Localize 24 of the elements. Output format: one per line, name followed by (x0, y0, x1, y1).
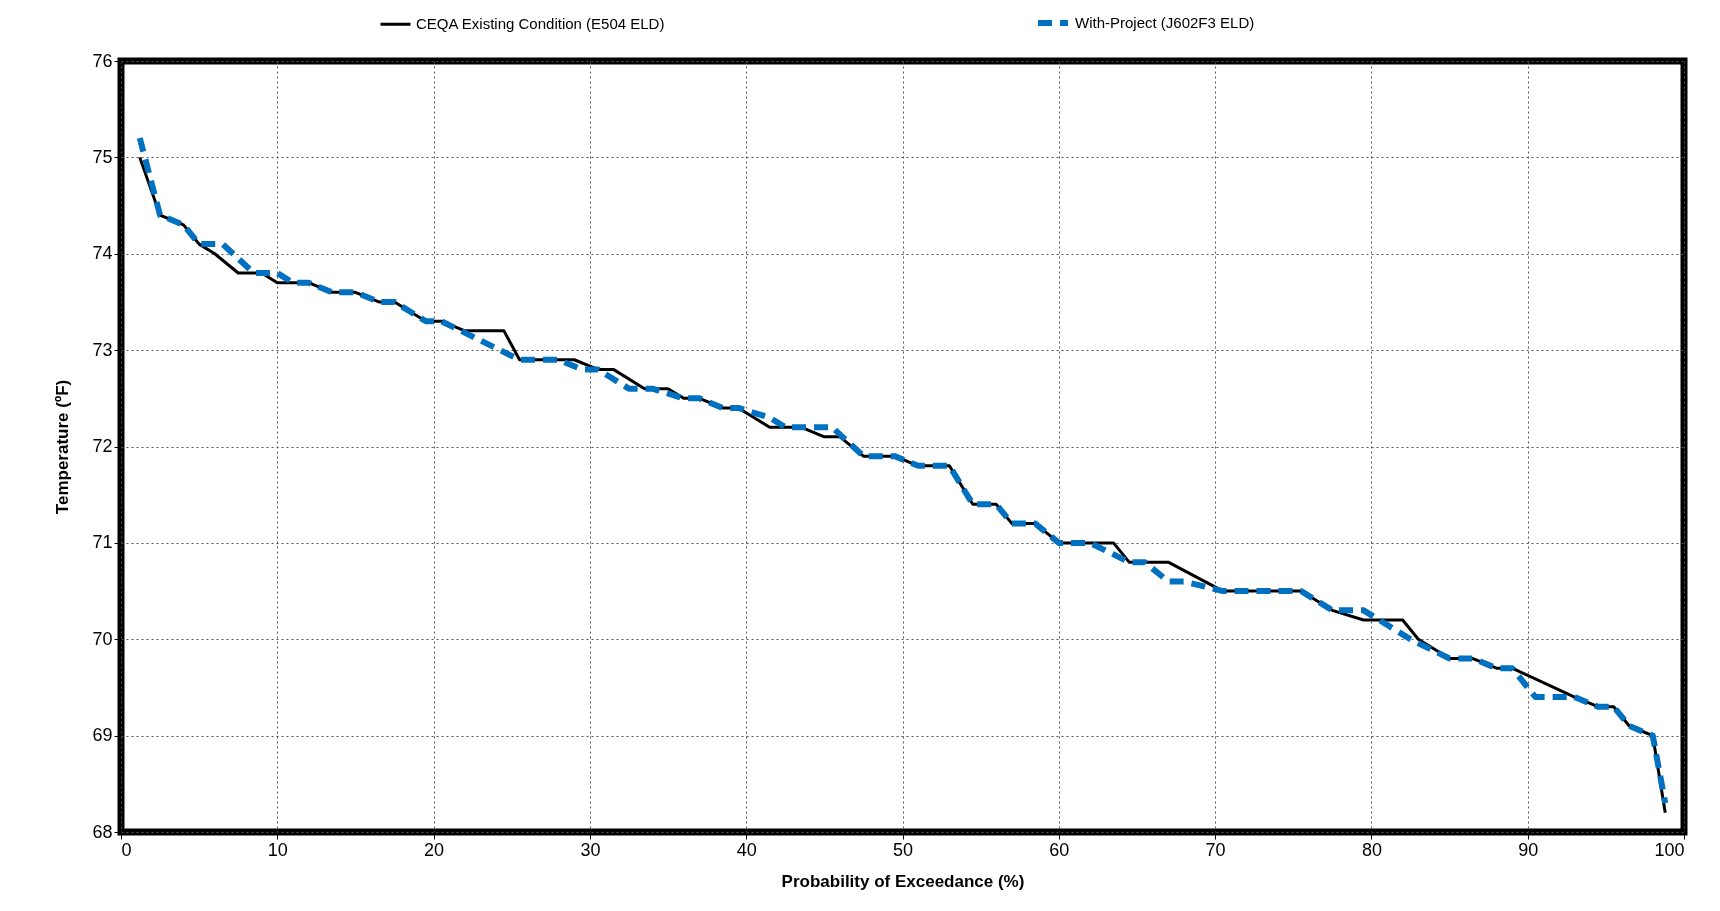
x-tick-label: 0 (121, 839, 132, 860)
y-axis-title: Temperature (ºF) (53, 379, 73, 515)
y-tick-label: 71 (92, 532, 113, 553)
y-tick-label: 70 (92, 628, 113, 649)
x-tick-label: 50 (892, 839, 914, 860)
y-tick-label: 73 (92, 339, 113, 360)
x-tick-label: 70 (1205, 839, 1226, 860)
y-tick-label: 69 (92, 725, 113, 746)
y-tick-label: 75 (92, 146, 113, 167)
y-tick-label: 74 (92, 243, 113, 264)
legend-label: With-Project (J602F3 ELD) (1075, 14, 1255, 31)
x-tick-label: 10 (267, 839, 288, 860)
x-tick-label: 100 (1654, 839, 1685, 860)
x-tick-label: 40 (736, 839, 757, 860)
x-tick-label: 80 (1361, 839, 1382, 860)
y-tick-label: 72 (92, 436, 113, 456)
legend-label: CEQA Existing Condition (E504 ELD) (416, 15, 665, 33)
x-tick-label: 20 (424, 839, 445, 860)
y-tick-label: 68 (92, 821, 113, 842)
x-tick-label: 60 (1049, 839, 1070, 860)
x-tick-label: 90 (1518, 839, 1539, 860)
x-axis-title: Probability of Exceedance (%) (781, 871, 1025, 891)
x-tick-label: 30 (580, 839, 601, 860)
y-tick-label: 76 (92, 50, 113, 71)
